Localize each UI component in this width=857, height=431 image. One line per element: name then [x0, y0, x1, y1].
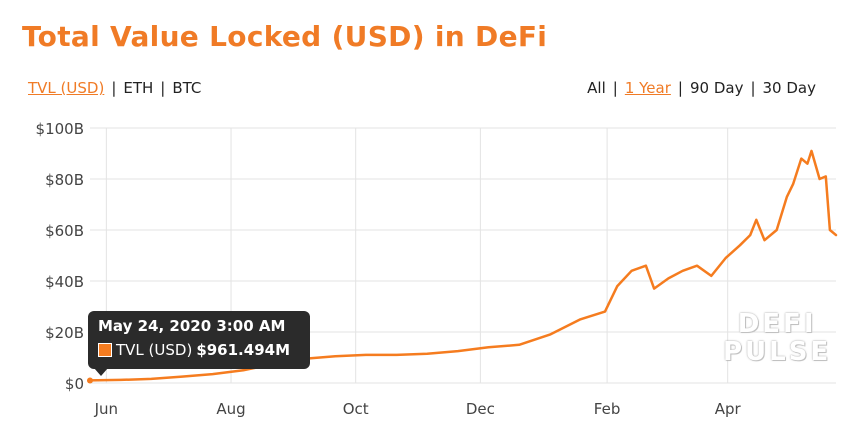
hover-point — [87, 377, 93, 384]
series-swatch-icon — [98, 343, 112, 357]
y-tick-label: $20B — [45, 324, 84, 342]
y-tick-label: $0 — [65, 375, 84, 393]
tooltip-value: $961.494M — [196, 341, 290, 359]
toggle-separator: | — [612, 79, 618, 97]
x-tick-label: Apr — [715, 400, 742, 418]
tvl-usd-toggle[interactable]: TVL (USD) — [28, 79, 105, 97]
y-tick-label: $80B — [45, 171, 84, 189]
toggle-separator: | — [111, 79, 117, 97]
range-all-toggle[interactable]: All — [587, 79, 606, 97]
range-1-year-toggle[interactable]: 1 Year — [624, 79, 671, 97]
range-30-day-toggle[interactable]: 30 Day — [762, 79, 816, 97]
y-tick-label: $60B — [45, 222, 84, 240]
x-tick-label: Aug — [216, 400, 245, 418]
y-tick-label: $40B — [45, 273, 84, 291]
toggle-separator: | — [750, 79, 756, 97]
x-tick-label: Feb — [594, 400, 621, 418]
currency-toggle-group: TVL (USD) | ETH | BTC — [28, 79, 201, 97]
tooltip-series-name: TVL (USD) — [116, 341, 193, 359]
y-tick-label: $100B — [36, 120, 84, 138]
watermark-line-1: DEFI — [737, 309, 817, 339]
defi-pulse-watermark: DEFI PULSE — [723, 310, 831, 366]
tooltip-date: May 24, 2020 3:00 AM — [98, 317, 286, 335]
chart-tooltip: May 24, 2020 3:00 AM TVL (USD) $961.494M — [88, 311, 310, 376]
toggle-separator: | — [677, 79, 683, 97]
x-tick-label: Oct — [343, 400, 369, 418]
toggle-separator: | — [160, 79, 166, 97]
x-tick-label: Dec — [466, 400, 495, 418]
tooltip-row: TVL (USD) $961.494M — [98, 341, 300, 359]
range-toggle-group: All | 1 Year | 90 Day | 30 Day — [587, 79, 816, 97]
eth-toggle[interactable]: ETH — [123, 79, 154, 97]
btc-toggle[interactable]: BTC — [172, 79, 202, 97]
page-title: Total Value Locked (USD) in DeFi — [22, 20, 548, 53]
x-tick-label: Jun — [94, 400, 118, 418]
watermark-line-2: PULSE — [723, 337, 832, 367]
range-90-day-toggle[interactable]: 90 Day — [689, 79, 744, 97]
